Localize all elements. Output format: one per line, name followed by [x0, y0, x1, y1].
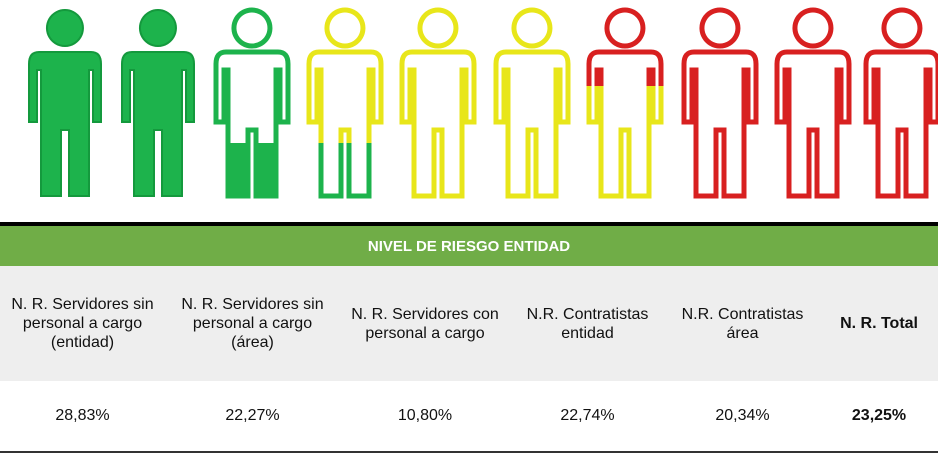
- figure-red: [684, 10, 756, 196]
- figure-green: [121, 9, 195, 197]
- figure-yellow: [402, 10, 474, 196]
- column-header: N. R. Servidores con personal a cargo: [340, 266, 510, 381]
- value-cell: 22,27%: [165, 381, 340, 452]
- header-row: N. R. Servidores sin personal a cargo (e…: [0, 266, 938, 381]
- value-cell: 10,80%: [340, 381, 510, 452]
- value-cell: 22,74%: [510, 381, 665, 452]
- risk-table: NIVEL DE RIESGO ENTIDAD N. R. Servidores…: [0, 222, 938, 453]
- figure-yellow-partial: [309, 10, 381, 196]
- figure-red: [866, 10, 938, 196]
- column-header: N. R. Total: [820, 266, 938, 381]
- risk-figures: [28, 0, 938, 215]
- figure-green: [28, 9, 102, 197]
- column-header: N.R. Contratistas entidad: [510, 266, 665, 381]
- value-row: 28,83% 22,27% 10,80% 22,74% 20,34% 23,25%: [0, 381, 938, 452]
- figure-green-partial: [216, 10, 288, 196]
- column-header: N. R. Servidores sin personal a cargo (e…: [0, 266, 165, 381]
- figure-red: [777, 10, 849, 196]
- value-cell: 23,25%: [820, 381, 938, 452]
- column-header: N.R. Contratistas área: [665, 266, 820, 381]
- table-title: NIVEL DE RIESGO ENTIDAD: [0, 224, 938, 266]
- value-cell: 20,34%: [665, 381, 820, 452]
- figure-red-partial: [589, 10, 661, 196]
- column-header: N. R. Servidores sin personal a cargo (á…: [165, 266, 340, 381]
- figure-yellow: [496, 10, 568, 196]
- value-cell: 28,83%: [0, 381, 165, 452]
